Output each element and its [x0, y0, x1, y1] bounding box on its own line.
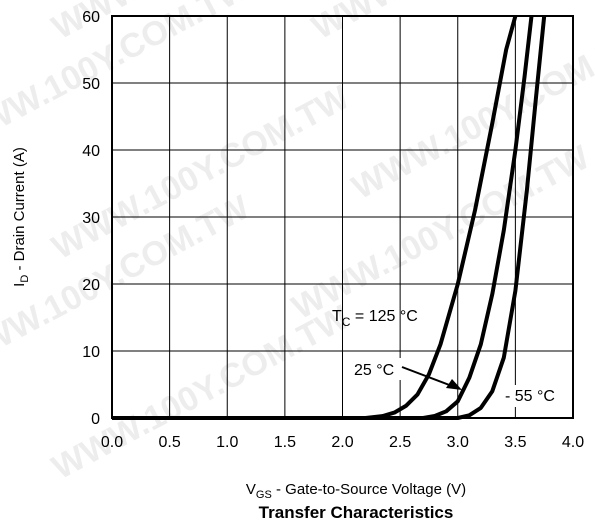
series-line-2	[112, 15, 547, 420]
watermark-text: WWW.100Y.COM.TW	[306, 0, 595, 47]
x-tick-label: 4.0	[562, 434, 584, 451]
x-tick-label: 3.5	[504, 434, 526, 451]
y-tick-label: 60	[82, 9, 100, 26]
x-tick-label: 0.0	[101, 434, 123, 451]
watermark-layer: WWW.100Y.COM.TWWWW.100Y.COM.TWWWW.100Y.C…	[0, 0, 595, 487]
x-tick-label: 3.0	[447, 434, 469, 451]
annotation-125c: TC = 125 °C	[332, 308, 418, 329]
y-axis-ticks: 0 10 20 30 40 50 60	[82, 9, 100, 428]
annotation-55c-background	[502, 385, 568, 407]
x-tick-label: 0.5	[159, 434, 181, 451]
x-tick-label: 2.5	[389, 434, 411, 451]
y-tick-label: 0	[91, 411, 100, 428]
x-tick-label: 2.0	[331, 434, 353, 451]
watermark-text: WWW.100Y.COM.TW	[0, 0, 256, 157]
y-tick-label: 40	[82, 143, 100, 160]
watermark-text: WWW.100Y.COM.TW	[46, 298, 357, 487]
y-tick-label: 30	[82, 210, 100, 227]
x-axis-label: VGS - Gate-to-Source Voltage (V)	[246, 481, 466, 501]
y-tick-label: 20	[82, 277, 100, 294]
annotation-25c: 25 °C	[354, 362, 394, 379]
annotation-25c-background	[350, 358, 402, 380]
y-tick-label: 50	[82, 76, 100, 93]
chart-title: Transfer Characteristics	[259, 503, 454, 522]
x-tick-label: 1.5	[274, 434, 296, 451]
annotation-minus55c: - 55 °C	[505, 388, 555, 405]
x-axis-ticks: 0.0 0.5 1.0 1.5 2.0 2.5 3.0 3.5 4.0	[101, 434, 584, 451]
annotation-arrow	[401, 366, 462, 390]
series-group	[112, 15, 547, 420]
y-tick-label: 10	[82, 344, 100, 361]
x-tick-label: 1.0	[216, 434, 238, 451]
y-axis-label: ID - Drain Current (A)	[11, 147, 31, 287]
